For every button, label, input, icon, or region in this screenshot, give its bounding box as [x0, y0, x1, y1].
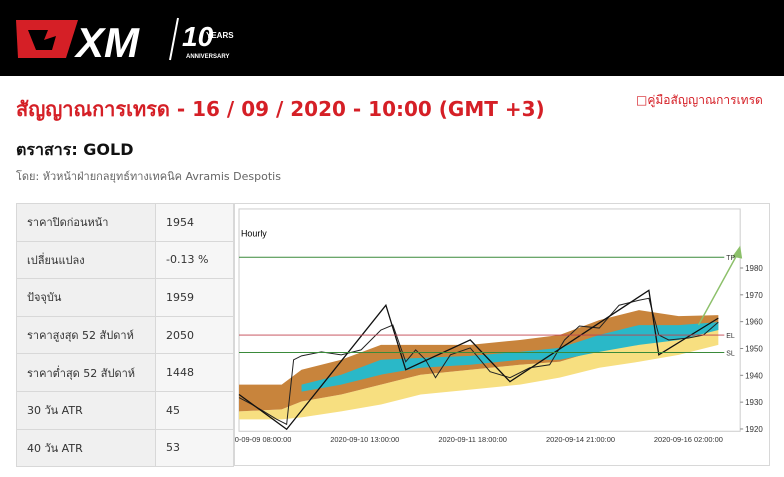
- author: โดย: หัวหน้าฝ่ายกลยุทธ์ทางเทคนิค Avramis…: [16, 170, 281, 183]
- value-cell: 1959: [155, 278, 234, 317]
- timeframe: Hourly: [241, 229, 267, 239]
- badge-number: 10: [182, 21, 214, 52]
- header: XM 10 YEARS ANNIVERSARY: [0, 0, 784, 76]
- y-tick-label: 1980: [745, 264, 763, 273]
- y-tick-label: 1960: [745, 318, 763, 327]
- logo-text: XM: [74, 19, 140, 66]
- badge-text: YEARS: [206, 31, 234, 40]
- band-inner: [301, 322, 719, 392]
- value-cell: 1954: [155, 203, 234, 242]
- y-tick-label: 1930: [745, 398, 763, 407]
- instrument: ตราสาร: GOLD: [16, 140, 134, 159]
- value-cell: 53: [155, 428, 234, 468]
- page-title: สัญญาณการเทรด - 16 / 09 / 2020 - 10:00 (…: [16, 97, 545, 121]
- badge-sub: ANNIVERSARY: [186, 54, 229, 60]
- table-row: 40 วัน ATR 53: [16, 428, 234, 468]
- y-tick-label: 1920: [745, 425, 763, 434]
- y-tick-label: 1950: [745, 344, 763, 353]
- x-tick-label: 2020-09-16 02:00:00: [654, 435, 723, 444]
- label-cell: ราคาสูงสุด 52 สัปดาห์: [16, 315, 156, 355]
- info-table: ราคาปิดก่อนหน้า 1954 เปลี่ยนแปลง -0.13 % ปัจ…: [16, 203, 234, 468]
- target-arrow: [697, 252, 739, 326]
- logo-bull: [28, 30, 56, 50]
- label-cell: ปัจจุบัน: [16, 278, 156, 317]
- guide-link[interactable]: □คู่มือสัญญาณการเทรด: [636, 93, 763, 107]
- logo-divider: [169, 17, 179, 61]
- plot-frame: [238, 208, 741, 432]
- value-cell: 45: [155, 390, 234, 430]
- y-tick-label: 1970: [745, 291, 763, 300]
- x-tick-label: 2020-09-09 08:00:00: [234, 435, 291, 444]
- level-label: SL: [726, 350, 735, 357]
- guide-link-text[interactable]: คู่มือสัญญาณการเทรด: [647, 93, 763, 107]
- label-cell: เปลี่ยนแปลง: [16, 240, 156, 280]
- table-row: ราคาปิดก่อนหน้า 1954: [16, 203, 234, 242]
- table-row: ราคาต่ำสุด 52 สัปดาห์ 1448: [16, 353, 234, 392]
- value-cell: 1448: [155, 353, 234, 392]
- value-cell: 2050: [155, 315, 234, 355]
- table-row: 30 วัน ATR 45: [16, 390, 234, 430]
- logo: XM 10 YEARS ANNIVERSARY: [16, 17, 234, 66]
- level-label: TP: [726, 255, 735, 262]
- x-tick-label: 2020-09-10 13:00:00: [330, 435, 399, 444]
- level-label: EL: [726, 333, 735, 340]
- label-cell: 30 วัน ATR: [16, 390, 156, 430]
- table-row: ปัจจุบัน 1959: [16, 278, 234, 317]
- label-cell: ราคาปิดก่อนหน้า: [16, 203, 156, 242]
- value-cell: -0.13 %: [155, 240, 234, 280]
- label-cell: ราคาต่ำสุด 52 สัปดาห์: [16, 353, 156, 392]
- arrow-head: [732, 245, 743, 259]
- y-tick-label: 1940: [745, 371, 763, 380]
- label-cell: 40 วัน ATR: [16, 428, 156, 468]
- chart: Hourly 1980 1970 1960 1950 1940 1930 1920 TP EL S…: [234, 203, 770, 466]
- table-row: ราคาสูงสุด 52 สัปดาห์ 2050: [16, 315, 234, 355]
- table-row: เปลี่ยนแปลง -0.13 %: [16, 240, 234, 280]
- price: [238, 297, 719, 426]
- zigzag: [238, 289, 719, 431]
- x-tick-label: 2020-09-11 18:00:00: [438, 435, 507, 444]
- x-tick-label: 2020-09-14 21:00:00: [546, 435, 615, 444]
